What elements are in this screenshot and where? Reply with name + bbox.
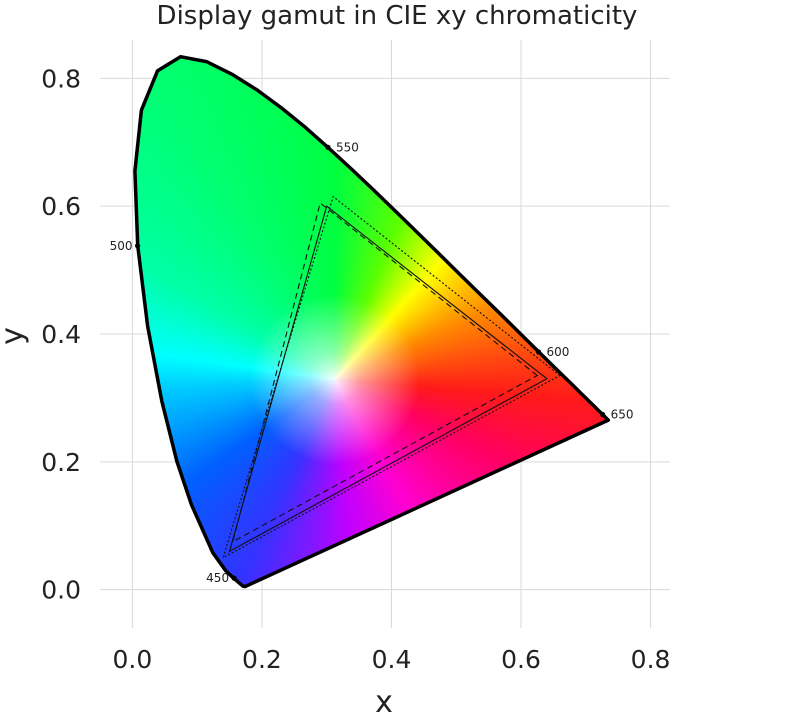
gamut-triangles [222, 195, 561, 559]
gamut-triangle-dashed [231, 202, 539, 543]
tick-labels: 0.0 0.2 0.4 0.6 0.8 0.0 0.2 0.4 0.6 0.8 [41, 64, 670, 674]
wavelength-dot-450 [231, 575, 237, 581]
y-tick-label-3: 0.6 [41, 192, 81, 221]
y-tick-label-0: 0.0 [41, 576, 81, 605]
x-tick-label-3: 0.6 [501, 645, 541, 674]
gamut-triangle-solid [228, 205, 548, 553]
x-tick-label-0: 0.0 [113, 645, 153, 674]
wavelength-label-500: 500 [110, 239, 133, 253]
wavelength-label-550: 550 [336, 140, 359, 154]
y-axis-label: y [0, 327, 30, 345]
x-axis-label: x [375, 685, 393, 720]
wavelength-dot-650 [600, 411, 606, 418]
wavelength-label-600: 600 [547, 345, 570, 359]
x-tick-label-4: 0.8 [631, 645, 671, 674]
wavelength-dot-500 [134, 243, 141, 249]
wavelength-markers: 450 500 550 600 650 [110, 140, 634, 585]
x-tick-label-2: 0.4 [372, 645, 412, 674]
y-tick-label-2: 0.4 [41, 320, 81, 349]
spectral-locus-outline [133, 54, 611, 589]
y-tick-label-1: 0.2 [41, 448, 81, 477]
x-tick-label-1: 0.2 [242, 645, 282, 674]
wavelength-label-450: 450 [206, 571, 229, 585]
wavelength-dot-550 [325, 144, 331, 150]
wavelength-dot-600 [535, 349, 542, 355]
y-tick-label-4: 0.8 [41, 64, 81, 93]
chart-title: Display gamut in CIE xy chromaticity [157, 1, 638, 31]
gamut-triangle-dotted [222, 195, 561, 559]
wavelength-label-650: 650 [611, 408, 634, 422]
